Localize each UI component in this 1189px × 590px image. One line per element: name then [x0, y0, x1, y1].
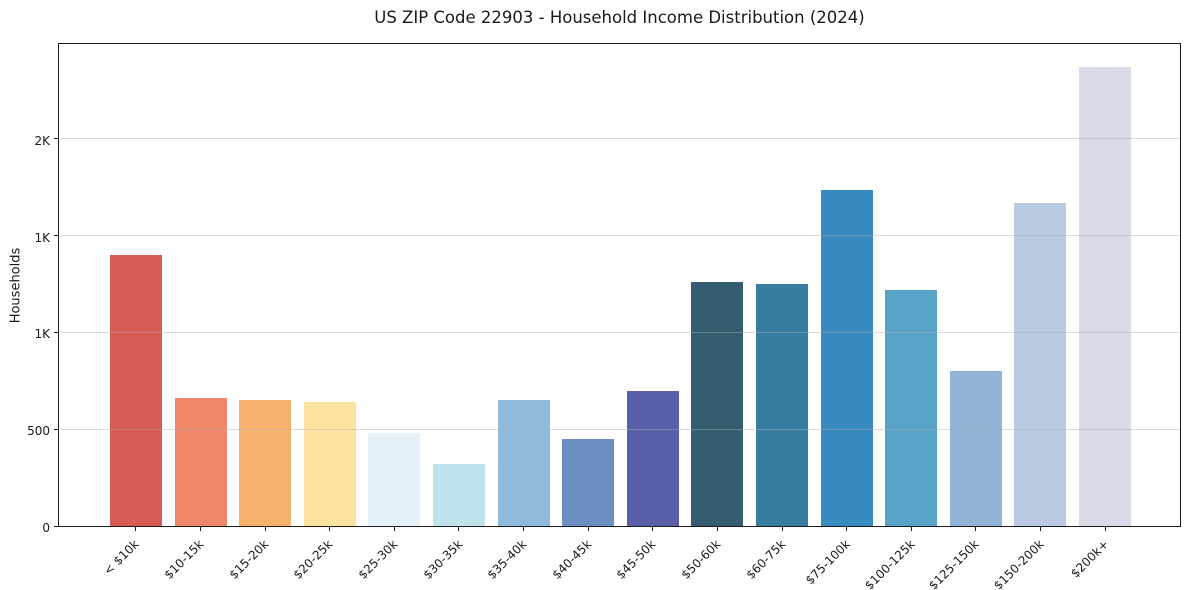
- x-tick: [652, 527, 654, 531]
- bar: [239, 400, 292, 526]
- y-tick: [54, 525, 58, 527]
- x-tick-label: $50-60k: [678, 537, 724, 582]
- y-tick: [54, 138, 58, 140]
- x-tick: [1104, 527, 1106, 531]
- x-tick-label: $30-35k: [420, 537, 465, 582]
- gridline: [59, 331, 1180, 333]
- x-tick-label: $35-40k: [484, 537, 530, 582]
- x-tick-label: $60-75k: [743, 537, 788, 582]
- bar: [303, 402, 356, 526]
- bar: [756, 284, 809, 526]
- x-tick: [329, 527, 331, 531]
- x-tick-label: $15-20k: [226, 537, 272, 582]
- x-tick-label: $150-200k: [990, 537, 1047, 590]
- chart-title: US ZIP Code 22903 - Household Income Dis…: [374, 8, 865, 27]
- y-tick: [54, 331, 58, 333]
- x-tick: [523, 527, 525, 531]
- x-tick: [135, 527, 137, 531]
- x-tick: [200, 527, 201, 531]
- bar: [562, 438, 615, 526]
- y-tick-label: 1K: [34, 230, 50, 245]
- bar: [626, 391, 679, 526]
- bar: [949, 371, 1002, 526]
- x-tick-label: $100-125k: [861, 537, 918, 590]
- bar: [174, 398, 227, 526]
- gridline: [59, 138, 1180, 140]
- bar: [1079, 67, 1132, 526]
- x-tick-label: $25-30k: [355, 537, 401, 582]
- x-tick: [781, 527, 783, 531]
- x-tick: [846, 527, 848, 531]
- y-tick: [54, 428, 58, 430]
- x-tick-label: $125-150k: [926, 537, 982, 590]
- gridline: [59, 235, 1180, 237]
- x-tick: [716, 527, 718, 531]
- bar: [1014, 202, 1067, 526]
- y-tick-label: 0: [42, 521, 50, 535]
- x-tick-label: $45-50k: [613, 537, 659, 582]
- y-tick-label: 2K: [34, 133, 50, 148]
- y-tick-label: 1K: [34, 327, 50, 342]
- bar: [885, 289, 938, 526]
- x-tick-label: $20-25k: [290, 537, 336, 582]
- x-tick: [264, 527, 266, 531]
- x-tick: [910, 527, 912, 531]
- y-tick-label: 500: [27, 424, 50, 439]
- x-tick: [587, 527, 589, 531]
- x-tick-label: $40-45k: [549, 537, 595, 582]
- x-tick-label: $200k+: [1067, 537, 1112, 581]
- x-tick-label: $10-15k: [161, 537, 207, 582]
- bar: [109, 254, 162, 526]
- x-tick-label: < $10k: [100, 537, 142, 578]
- plot-area: 0 500 1K 1K 2K < $10k $10-15k $15-20k $20-25k $25…: [27, 43, 1181, 590]
- bar: [497, 400, 550, 526]
- x-tick: [975, 527, 977, 531]
- y-axis-label: Households: [8, 247, 24, 324]
- x-tick-label: $75-100k: [802, 537, 853, 588]
- bar: [432, 464, 485, 526]
- bar: [691, 282, 744, 526]
- bar: [368, 433, 421, 526]
- x-tick: [393, 527, 395, 531]
- bar: [820, 190, 873, 526]
- x-tick: [1039, 527, 1041, 531]
- y-tick: [54, 235, 58, 237]
- x-tick: [458, 527, 460, 531]
- gridline: [59, 428, 1180, 430]
